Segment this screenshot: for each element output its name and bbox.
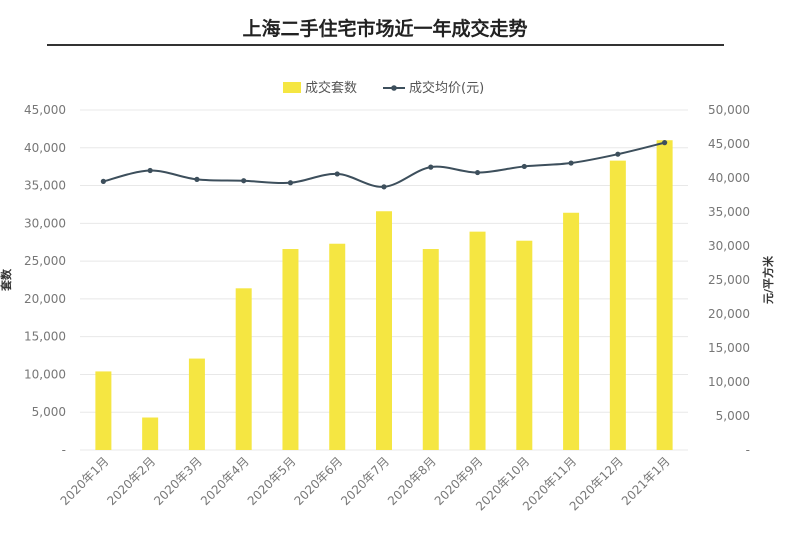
left-axis-tick-label: 20,000 bbox=[24, 292, 66, 306]
bar bbox=[609, 160, 626, 450]
bar bbox=[95, 371, 112, 450]
price-point bbox=[521, 163, 527, 170]
left-axis-tick-label: 10,000 bbox=[24, 367, 66, 381]
price-point bbox=[615, 151, 621, 157]
left-axis-tick-label: - bbox=[62, 443, 66, 457]
price-point bbox=[474, 169, 481, 176]
right-axis-tick-label: 35,000 bbox=[708, 205, 750, 219]
bar bbox=[235, 288, 252, 450]
bar bbox=[563, 212, 580, 450]
left-axis-tick-label: 35,000 bbox=[24, 179, 66, 193]
legend: 成交套数 成交均价(元) bbox=[283, 80, 484, 96]
bar bbox=[469, 231, 486, 450]
x-axis-ticks: 2020年1月2020年2月2020年3月2020年4月2020年5月2020年… bbox=[58, 454, 673, 513]
price-point bbox=[147, 167, 153, 174]
left-axis-tick-label: 15,000 bbox=[24, 330, 66, 344]
right-axis-tick-label: 30,000 bbox=[708, 239, 750, 253]
bar bbox=[656, 140, 673, 450]
x-tick-label: 2020年5月 bbox=[245, 454, 299, 508]
right-axis-tick-label: 5,000 bbox=[716, 409, 750, 423]
bar-series bbox=[95, 140, 673, 450]
right-axis-tick-label: 25,000 bbox=[708, 273, 750, 287]
x-tick-label: 2020年1月 bbox=[58, 454, 112, 508]
price-line bbox=[103, 141, 665, 188]
bar bbox=[142, 417, 159, 450]
title-underline bbox=[47, 44, 724, 46]
legend-swatch-bars bbox=[283, 82, 301, 93]
legend-swatch-line-dot bbox=[391, 85, 397, 91]
left-axis-tick-label: 40,000 bbox=[24, 141, 66, 155]
legend-label-line: 成交均价(元) bbox=[409, 80, 484, 96]
price-point bbox=[100, 178, 106, 184]
bar bbox=[282, 249, 299, 450]
line-series bbox=[100, 140, 668, 190]
price-point bbox=[381, 184, 387, 190]
x-tick-label: 2020年2月 bbox=[104, 454, 158, 508]
x-tick-label: 2020年3月 bbox=[151, 454, 205, 508]
left-axis-tick-label: 45,000 bbox=[24, 103, 66, 117]
left-axis-tick-label: 5,000 bbox=[32, 405, 66, 419]
left-axis-tick-label: 25,000 bbox=[24, 254, 66, 268]
left-axis-tick-label: 30,000 bbox=[24, 216, 66, 230]
x-tick-label: 2020年6月 bbox=[291, 454, 345, 508]
axis-labels: 套数 元/平方米 bbox=[0, 255, 775, 304]
price-point bbox=[334, 171, 340, 177]
bar bbox=[422, 249, 439, 450]
right-axis-ticks: - 5,000 10,000 15,000 20,000 25,000 30,000 35,0… bbox=[708, 103, 750, 457]
right-axis-label: 元/平方米 bbox=[761, 255, 775, 304]
right-axis-tick-label: 40,000 bbox=[708, 171, 750, 185]
right-axis-tick-label: 15,000 bbox=[708, 341, 750, 355]
x-tick-label: 2020年7月 bbox=[338, 454, 392, 508]
bar bbox=[188, 358, 205, 450]
legend-label-bars: 成交套数 bbox=[305, 80, 357, 96]
right-axis-tick-label: 45,000 bbox=[708, 137, 750, 151]
chart-title: 上海二手住宅市场近一年成交走势 bbox=[242, 18, 528, 40]
right-axis-tick-label: 50,000 bbox=[708, 103, 750, 117]
price-point bbox=[662, 140, 668, 146]
bar bbox=[329, 243, 346, 450]
right-axis-tick-label: 20,000 bbox=[708, 307, 750, 321]
right-axis-tick-label: 10,000 bbox=[708, 375, 750, 389]
price-point bbox=[287, 180, 294, 186]
x-tick-label: 2020年8月 bbox=[385, 454, 439, 508]
x-tick-label: 2021年1月 bbox=[619, 454, 673, 508]
price-point bbox=[194, 176, 200, 182]
price-point bbox=[428, 164, 434, 170]
bar bbox=[376, 211, 392, 450]
price-point bbox=[568, 160, 574, 166]
x-tick-label: 2020年4月 bbox=[198, 454, 252, 508]
price-point bbox=[241, 178, 247, 184]
left-axis-ticks: - 5,000 10,000 15,000 20,000 25,000 30,000 35,0… bbox=[24, 103, 66, 457]
right-axis-tick-label: - bbox=[746, 443, 750, 457]
bar bbox=[516, 240, 533, 450]
left-axis-label: 套数 bbox=[0, 268, 13, 291]
